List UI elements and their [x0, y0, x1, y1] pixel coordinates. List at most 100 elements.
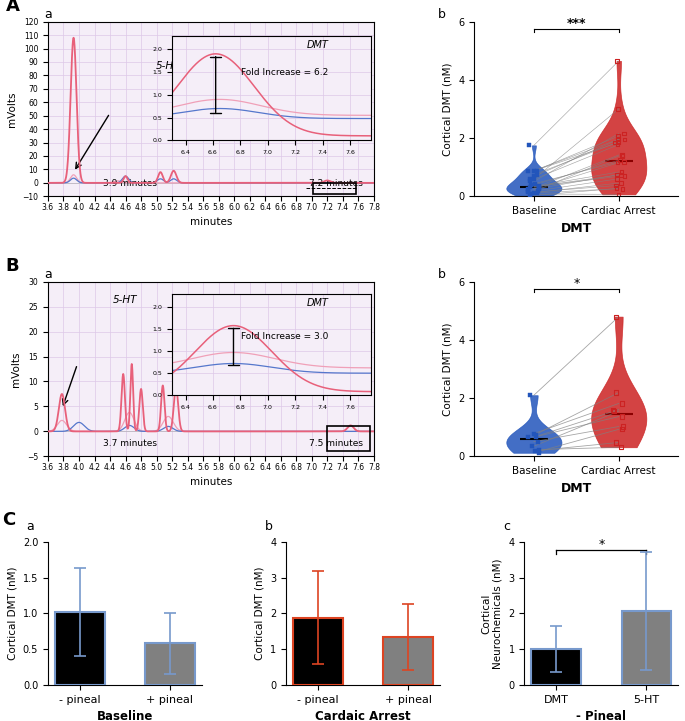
Text: 7.5 minutes: 7.5 minutes [309, 439, 362, 448]
Point [534, 181, 545, 193]
Point [616, 149, 627, 161]
Point [534, 182, 545, 194]
Point [612, 56, 623, 67]
Point [532, 185, 543, 197]
Point [528, 171, 539, 182]
Point [610, 386, 621, 398]
Bar [621, 611, 671, 685]
Point [531, 431, 542, 443]
X-axis label: - Pineal: - Pineal [576, 710, 626, 721]
Text: b: b [438, 268, 446, 281]
Point [523, 186, 534, 198]
Point [611, 182, 622, 194]
Point [610, 437, 621, 448]
Text: 5-HT: 5-HT [113, 295, 138, 305]
Y-axis label: Cortical
Neurochemicals (nM): Cortical Neurochemicals (nM) [482, 558, 503, 668]
Point [524, 181, 535, 193]
Text: c: c [503, 521, 510, 534]
Text: *: * [598, 538, 604, 551]
Point [533, 181, 544, 193]
Bar [55, 612, 105, 685]
Point [616, 411, 627, 423]
Point [612, 139, 623, 151]
Point [612, 136, 623, 148]
Text: *: * [573, 278, 580, 291]
Point [523, 183, 534, 195]
Bar [293, 618, 342, 685]
Text: a: a [45, 268, 53, 281]
Point [616, 441, 627, 453]
Text: a: a [27, 521, 34, 534]
Bar [327, 426, 370, 451]
Point [525, 188, 536, 200]
Point [524, 176, 535, 187]
Point [530, 430, 541, 441]
Point [619, 133, 630, 145]
Point [523, 185, 534, 197]
Point [524, 173, 535, 185]
Point [529, 165, 540, 177]
Bar [384, 637, 433, 685]
Point [617, 150, 628, 162]
Point [530, 178, 540, 190]
Point [612, 157, 623, 169]
Bar [532, 649, 581, 685]
Y-axis label: mVolts: mVolts [7, 92, 16, 127]
Point [619, 128, 630, 139]
X-axis label: DMT: DMT [561, 482, 592, 495]
Bar [313, 183, 356, 194]
Point [532, 436, 543, 448]
Point [617, 421, 628, 433]
Point [533, 447, 544, 459]
Point [534, 183, 545, 195]
Point [532, 187, 543, 198]
Point [613, 103, 624, 115]
Point [611, 169, 622, 180]
Point [533, 444, 544, 456]
Bar [145, 643, 195, 685]
Point [529, 174, 540, 185]
Point [617, 183, 628, 195]
X-axis label: DMT: DMT [561, 221, 592, 234]
Point [613, 189, 624, 200]
Text: 3.7 minutes: 3.7 minutes [103, 439, 158, 448]
Point [610, 136, 621, 148]
Point [523, 431, 534, 443]
Y-axis label: Cortical DMT (nM): Cortical DMT (nM) [443, 322, 453, 416]
Point [608, 404, 619, 415]
Point [619, 171, 630, 182]
Point [614, 154, 625, 166]
Point [616, 398, 627, 410]
Point [611, 180, 622, 191]
Text: b: b [438, 8, 446, 21]
Text: B: B [5, 257, 19, 275]
Point [615, 177, 626, 189]
Text: a: a [45, 8, 53, 21]
Point [530, 445, 540, 456]
Point [525, 389, 536, 401]
Point [526, 180, 537, 191]
Point [524, 190, 535, 201]
Point [524, 140, 535, 151]
Point [616, 167, 627, 178]
Point [532, 165, 543, 177]
Point [616, 423, 627, 435]
Y-axis label: Cortical DMT (nM): Cortical DMT (nM) [8, 567, 17, 660]
Point [619, 156, 630, 167]
Text: 5-HT: 5-HT [155, 61, 180, 71]
Text: A: A [5, 0, 19, 15]
Text: 3.9 minutes: 3.9 minutes [103, 179, 158, 187]
Y-axis label: Cortical DMT (nM): Cortical DMT (nM) [255, 567, 264, 660]
Point [529, 187, 540, 199]
X-axis label: minutes: minutes [190, 477, 232, 487]
Point [609, 405, 620, 417]
Point [527, 441, 538, 452]
Y-axis label: Cortical DMT (nM): Cortical DMT (nM) [443, 62, 453, 156]
Point [612, 133, 623, 145]
Text: 7.2 minutes: 7.2 minutes [309, 179, 362, 187]
Text: ***: *** [566, 17, 586, 30]
Point [610, 311, 621, 322]
Y-axis label: mVolts: mVolts [12, 351, 21, 386]
X-axis label: Baseline: Baseline [97, 710, 153, 721]
Point [616, 169, 627, 181]
